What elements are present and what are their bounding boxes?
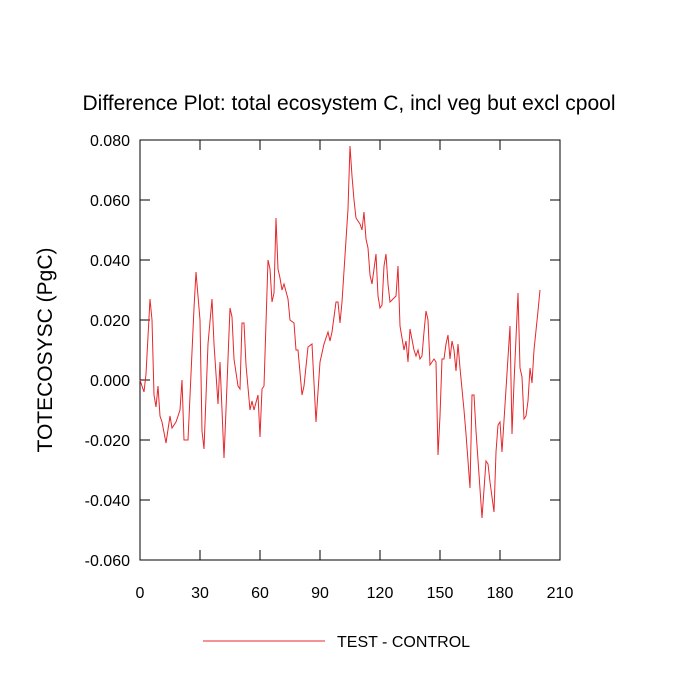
chart-title: Difference Plot: total ecosystem C, incl… <box>82 92 615 115</box>
x-tick-label: 60 <box>251 585 269 602</box>
y-tick-label: 0.040 <box>90 253 130 270</box>
y-tick-label: -0.020 <box>85 433 130 450</box>
x-tick-label: 120 <box>367 585 394 602</box>
y-tick-label: 0.000 <box>90 373 130 390</box>
x-tick-label: 90 <box>311 585 329 602</box>
y-tick-label: 0.080 <box>90 133 130 150</box>
y-tick-label: 0.020 <box>90 313 130 330</box>
y-axis-label: TOTECOSYSC (PgC) <box>34 248 57 453</box>
y-tick-label: -0.060 <box>85 553 130 570</box>
y-tick-label: 0.060 <box>90 193 130 210</box>
y-tick-label: -0.040 <box>85 493 130 510</box>
legend-label: TEST - CONTROL <box>337 634 470 651</box>
x-tick-label: 30 <box>191 585 209 602</box>
x-tick-label: 150 <box>427 585 454 602</box>
x-tick-label: 180 <box>487 585 514 602</box>
data-line <box>139 145 541 519</box>
x-tick-label: 0 <box>136 585 145 602</box>
plot-frame <box>139 139 561 561</box>
x-tick-label: 210 <box>547 585 574 602</box>
